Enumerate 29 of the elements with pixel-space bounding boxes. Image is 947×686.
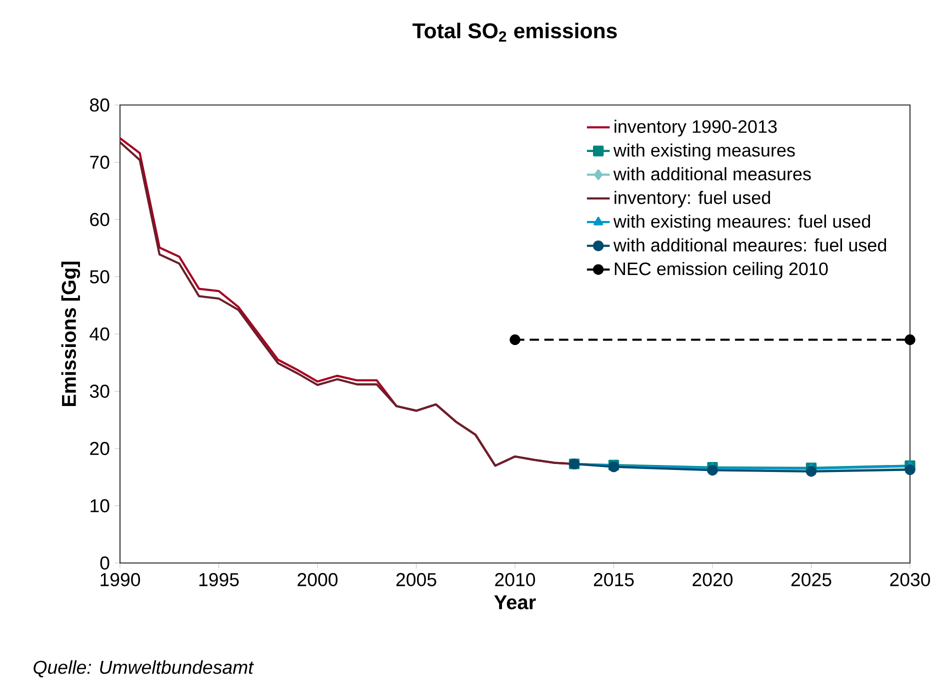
y-tick-label: 30	[90, 384, 110, 398]
y-tick-label: 40	[90, 327, 110, 341]
x-tick-label: 2030	[890, 573, 930, 586]
legend-label: inventory: fuel used	[614, 190, 770, 208]
x-tick-label: 2005	[396, 573, 436, 586]
x-tick-label: 1995	[199, 573, 239, 586]
legend-label: NEC emission ceiling 2010	[614, 262, 828, 279]
y-tick-label: 50	[90, 270, 110, 284]
x-axis-title: Year	[494, 595, 536, 610]
legend-label: with additional meaures: fuel used	[613, 238, 886, 252]
y-tick-label: 80	[90, 98, 110, 112]
legend-label: with existing meaures: fuel used	[613, 214, 870, 232]
chart-title: Total SO$_{2}$ emissions	[412, 22, 617, 42]
x-tick-label: 1990	[100, 573, 140, 586]
legend-label: with existing measures	[613, 143, 795, 160]
y-tick-label: 0	[100, 556, 110, 570]
x-tick-label: 2015	[594, 573, 634, 586]
x-tick-label: 2010	[495, 573, 536, 586]
source-note: Quelle: Umweltbundesamt	[34, 660, 254, 678]
y-tick-label: 10	[90, 499, 110, 512]
x-tick-label: 2000	[298, 573, 338, 586]
y-tick-label: 60	[90, 212, 110, 226]
y-tick-label: 20	[90, 442, 110, 456]
y-tick-label: 70	[90, 156, 110, 169]
x-tick-label: 2020	[692, 573, 733, 586]
y-axis-title: Emissions [Gg]	[61, 262, 80, 406]
x-tick-label: 2025	[791, 573, 832, 586]
legend-label: with additional measures	[613, 167, 811, 180]
legend-label: inventory 1990-2013	[614, 120, 777, 137]
